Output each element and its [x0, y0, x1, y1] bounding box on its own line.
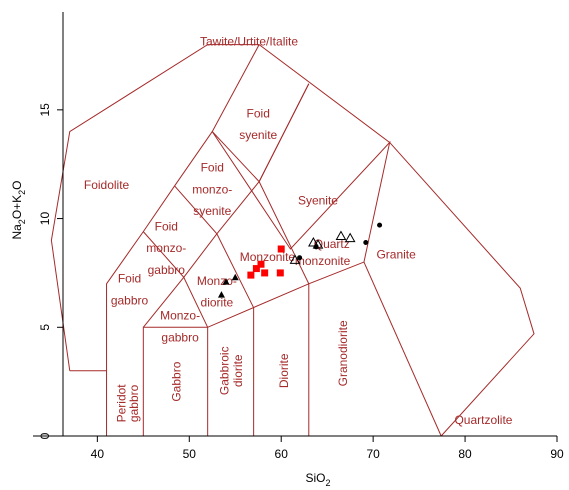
y-title-part: O+K	[10, 195, 24, 219]
field-label: syenite	[193, 204, 231, 218]
data-point-triangle-filled	[217, 291, 225, 298]
field-label: monzonite	[295, 254, 351, 268]
y-title-part: Na	[10, 224, 24, 240]
data-point-triangle-filled	[222, 278, 230, 285]
x-tick-label: 40	[91, 447, 105, 461]
field-label: gabbro	[111, 293, 149, 307]
field-label: Foid	[201, 161, 224, 175]
field-label-vertical: Peridot	[114, 384, 128, 423]
field-label: gabbro	[161, 330, 199, 344]
x-axis-ticks: 40 50 60 70 80 90	[91, 436, 564, 461]
y-tick-label: 0	[38, 432, 52, 439]
field-boundary-9	[363, 261, 442, 437]
y-tick-label: 5	[38, 324, 52, 331]
field-label: Quartz	[314, 237, 350, 251]
data-point-square	[252, 265, 260, 273]
y-title-subscript: 2	[17, 190, 27, 195]
field-label: syenite	[239, 128, 277, 142]
x-tick-label: 60	[275, 447, 289, 461]
x-tick-label: 90	[550, 447, 564, 461]
field-boundary-4	[174, 185, 255, 436]
y-tick-label: 15	[38, 103, 52, 117]
field-boundary-5	[142, 181, 260, 328]
field-label-vertical: diorite	[231, 354, 245, 387]
x-tick-label: 80	[458, 447, 472, 461]
data-point-square	[257, 260, 265, 268]
field-label: Monzo-	[197, 274, 237, 288]
y-title-subscript: 2	[17, 219, 27, 224]
field-label: Foidolite	[84, 178, 130, 192]
data-point-triangle-open	[289, 254, 301, 264]
x-tick-label: 70	[366, 447, 380, 461]
field-label: Granite	[376, 248, 416, 262]
field-label-vertical: Gabbro	[170, 361, 184, 401]
x-tick-label: 50	[183, 447, 197, 461]
field-label: monzo-	[146, 241, 186, 255]
y-axis-ticks: 0 5 10 15	[38, 103, 63, 439]
data-point-triangle-filled	[231, 273, 239, 281]
data-point-dot	[313, 244, 319, 250]
data-point-square	[276, 269, 284, 277]
field-label: gabbro	[148, 263, 186, 277]
field-boundary-8	[258, 83, 310, 436]
data-point-triangle-open	[308, 236, 319, 247]
field-label-vertical: gabbro	[127, 384, 141, 422]
field-labels: Tawite/Urtite/Italite Foid syenite Foidolit…	[84, 35, 513, 427]
field-label: Monzonite	[240, 250, 296, 264]
field-label-vertical: Diorite	[277, 353, 291, 388]
data-point-triangle-open	[344, 232, 356, 243]
field-label: Monzo-	[160, 309, 200, 323]
y-axis-title: Na2O+K2O	[10, 180, 27, 239]
sample-points	[217, 222, 383, 298]
y-tick-label: 10	[38, 212, 52, 226]
field-label: Quartzolite	[454, 413, 512, 427]
field-label: Tawite/Urtite/Italite	[200, 35, 298, 49]
data-point-square	[247, 271, 255, 279]
data-point-dot	[363, 239, 369, 245]
classification-fields	[50, 44, 535, 437]
field-label: Foid	[155, 219, 178, 233]
field-label: Syenite	[298, 193, 338, 207]
field-label-vertical: Granodiorite	[336, 320, 350, 386]
data-point-triangle-open	[335, 230, 347, 240]
field-label: Foid	[247, 106, 270, 120]
field-label: monzo-	[192, 182, 232, 196]
data-point-dot	[297, 255, 303, 261]
data-point-dot	[377, 222, 383, 228]
field-label: Foid	[118, 272, 141, 286]
field-label-vertical: Gabbroic	[217, 346, 231, 395]
y-title-part: O	[10, 180, 24, 189]
field-boundary-0	[50, 44, 535, 437]
x-axis-title: SiO2	[305, 471, 330, 488]
data-point-square	[277, 245, 285, 253]
field-label: diorite	[201, 296, 234, 310]
data-point-square	[261, 269, 269, 277]
